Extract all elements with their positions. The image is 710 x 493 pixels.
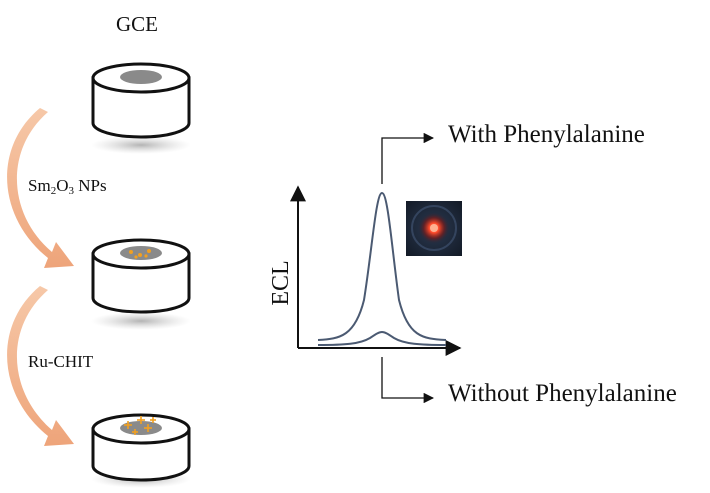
step-sm2o3-label: Sm2O3 NPs [28, 176, 107, 197]
step-ru-chit-label: Ru-CHIT [28, 352, 94, 371]
curve-without-phenylalanine [317, 330, 447, 346]
curve-with-phenylalanine [317, 191, 447, 341]
without-phenylalanine-label: Without Phenylalanine [448, 380, 677, 407]
leader-with [381, 132, 435, 184]
ru-chit-sparkle-marks [124, 416, 156, 435]
process-arrow-1 [7, 108, 74, 268]
ecl-emission-inset [406, 201, 462, 256]
process-arrow-2 [7, 286, 74, 446]
y-axis-label: ECL [268, 260, 294, 306]
with-phenylalanine-label: With Phenylalanine [448, 121, 645, 148]
nanoparticle-marks [129, 249, 151, 259]
leader-without [381, 357, 435, 404]
ecl-plot-axes [290, 185, 462, 356]
electrode-bare-gce [91, 62, 191, 154]
electrode-ru-chit-modified [91, 413, 191, 488]
electrode-sm2o3-modified [91, 238, 191, 330]
gce-label: GCE [116, 12, 158, 36]
